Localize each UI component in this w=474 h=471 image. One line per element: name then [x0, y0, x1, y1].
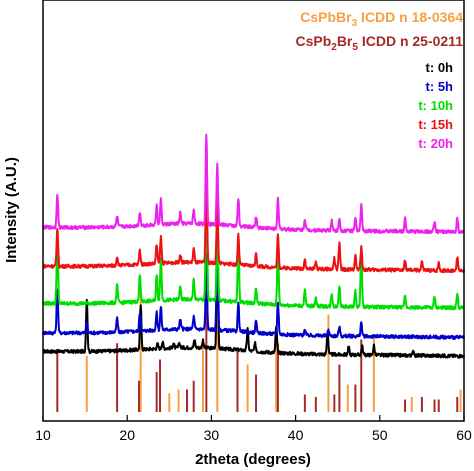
- series-legend-label: t: 15h: [418, 117, 453, 132]
- series-line: [42, 133, 465, 235]
- reference-sticks: [56, 287, 462, 412]
- series-line: [42, 236, 465, 359]
- reference-legend: CsPbBr3 ICDD n 18-0364 CsPb2Br5 ICDD n 25…: [295, 9, 463, 53]
- plot-frame: [42, 0, 465, 422]
- reference-legend-entry: CsPb2Br5 ICDD n 25-0211: [295, 33, 463, 53]
- series-line: [42, 233, 465, 340]
- series-legend: t: 0h t: 5h t: 10h t: 15h t: 20h: [418, 60, 453, 151]
- series-legend-label: t: 5h: [426, 79, 454, 94]
- series-line: [42, 155, 465, 311]
- reference-legend-entry: CsPbBr3 ICDD n 18-0364: [300, 9, 463, 29]
- x-axis-label: 2theta (degrees): [195, 451, 311, 468]
- x-axis-ticks: 10 20 30 40 50 60: [35, 415, 472, 443]
- x-tick-label: 50: [372, 427, 388, 443]
- x-tick-label: 20: [119, 427, 135, 443]
- series-legend-label: t: 10h: [418, 98, 453, 113]
- x-tick-label: 10: [35, 427, 51, 443]
- y-axis-label: Intensity (A.U.): [3, 157, 20, 263]
- x-tick-label: 60: [456, 427, 472, 443]
- series-legend-label: t: 0h: [426, 60, 454, 75]
- x-tick-label: 30: [204, 427, 220, 443]
- x-tick-label: 40: [288, 427, 304, 443]
- series-lines: [42, 133, 465, 359]
- series-line: [42, 168, 465, 274]
- series-legend-label: t: 20h: [418, 136, 453, 151]
